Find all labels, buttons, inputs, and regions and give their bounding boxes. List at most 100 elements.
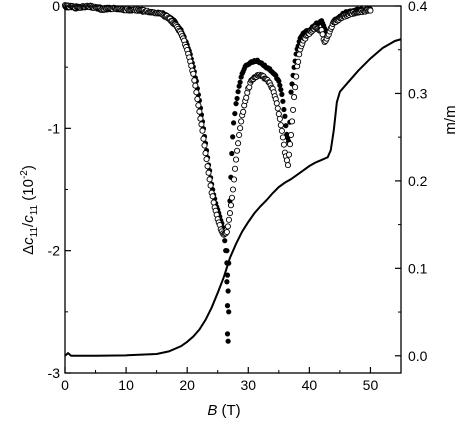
open-circle-point — [201, 136, 206, 141]
open-circle-point — [288, 132, 293, 137]
open-circle-point — [238, 126, 243, 131]
open-circle-point — [244, 95, 249, 100]
open-circle-point — [208, 183, 213, 188]
open-circle-point — [224, 229, 229, 234]
open-circle-point — [199, 122, 204, 127]
y-right-tick-label: 0.0 — [408, 348, 428, 364]
y-right-tick-label: 0.3 — [408, 85, 428, 101]
filled-circle-point — [232, 111, 237, 116]
open-circle-point — [368, 8, 373, 13]
y-right-tick-label: 0.4 — [408, 0, 428, 14]
filled-circle-point — [279, 92, 284, 97]
open-circle-point — [203, 151, 208, 156]
filled-circle-point — [281, 107, 286, 112]
x-tick-label: 40 — [302, 377, 318, 393]
y-left-tick-label: -2 — [48, 243, 61, 259]
open-circle-point — [287, 142, 292, 147]
open-circle-point — [202, 143, 207, 148]
x-tick-label: 0 — [61, 377, 69, 393]
filled-circle-point — [231, 120, 236, 125]
open-circle-point — [284, 158, 289, 163]
open-circle-point — [241, 109, 246, 114]
filled-circle-point — [230, 134, 235, 139]
y-right-axis-label: m/m — [442, 105, 457, 134]
open-circle-point — [279, 128, 284, 133]
open-circle-point — [192, 78, 197, 83]
open-circle-point — [197, 109, 202, 114]
y-left-tick-label: -1 — [48, 120, 61, 136]
open-circle-point — [200, 128, 205, 133]
open-circle-point — [289, 119, 294, 124]
open-circle-point — [225, 224, 230, 229]
x-tick-label: 30 — [240, 377, 256, 393]
open-circle-point — [196, 103, 201, 108]
filled-circle-point — [226, 288, 231, 293]
x-tick-label: 10 — [118, 377, 134, 393]
filled-circle-point — [225, 303, 230, 308]
open-circle-point — [277, 116, 282, 121]
open-circle-point — [189, 63, 194, 68]
open-circle-point — [195, 96, 200, 101]
y-right-tick-label: 0.2 — [408, 173, 428, 189]
open-circle-point — [291, 94, 296, 99]
open-circle-point — [231, 177, 236, 182]
plot-marks — [62, 3, 401, 356]
open-circle-point — [232, 166, 237, 171]
filled-circle-point — [234, 96, 239, 101]
open-circle-point — [227, 211, 232, 216]
open-circle-point — [210, 194, 215, 199]
filled-circle-point — [277, 83, 282, 88]
open-circle-point — [285, 163, 290, 168]
filled-circle-point — [283, 123, 288, 128]
filled-circle-point — [224, 248, 229, 253]
filled-circle-point — [280, 99, 285, 104]
open-circle-point — [206, 170, 211, 175]
open-circle-point — [237, 132, 242, 137]
filled-circle-point — [238, 80, 243, 85]
open-circle-point — [193, 83, 198, 88]
open-circle-point — [290, 107, 295, 112]
filled-circle-point — [225, 331, 230, 336]
y-left-axis-label: Δc11/c11 (10-2) — [19, 165, 40, 255]
filled-circle-point — [224, 279, 229, 284]
open-circle-point — [194, 90, 199, 95]
filled-circle-point — [233, 101, 238, 106]
open-circle-point — [275, 106, 280, 111]
filled-circle-point — [226, 339, 231, 344]
filled-circle-point — [229, 151, 234, 156]
open-circle-point — [320, 32, 325, 37]
open-circle-point — [297, 52, 302, 57]
open-circle-point — [204, 157, 209, 162]
x-tick-label: 50 — [363, 377, 379, 393]
open-circle-point — [281, 142, 286, 147]
open-circle-point — [235, 141, 240, 146]
open-circle-point — [230, 187, 235, 192]
open-circle-point — [198, 116, 203, 121]
open-circle-point — [191, 71, 196, 76]
open-circle-point — [293, 85, 298, 90]
x-axis-label: B (T) — [207, 402, 240, 419]
open-circle-point — [211, 200, 216, 205]
filled-circle-point — [282, 114, 287, 119]
open-circle-point — [229, 195, 234, 200]
open-circle-point — [233, 157, 238, 162]
filled-circle-point — [222, 238, 227, 243]
open-circle-point — [205, 164, 210, 169]
open-circle-point — [278, 123, 283, 128]
y-right-tick-label: 0.1 — [408, 260, 428, 276]
x-tick-label: 20 — [179, 377, 195, 393]
filled-circle-point — [226, 309, 231, 314]
open-circle-point — [228, 203, 233, 208]
open-circle-point — [276, 111, 281, 116]
open-circle-point — [294, 74, 299, 79]
filled-circle-point — [235, 89, 240, 94]
open-circle-point — [207, 177, 212, 182]
open-circle-point — [239, 119, 244, 124]
open-circle-point — [280, 135, 285, 140]
y-left-tick-label: 0 — [52, 0, 60, 14]
filled-circle-point — [288, 90, 293, 95]
filled-circle-point — [278, 87, 283, 92]
open-circle-point — [296, 59, 301, 64]
open-circle-point — [226, 217, 231, 222]
